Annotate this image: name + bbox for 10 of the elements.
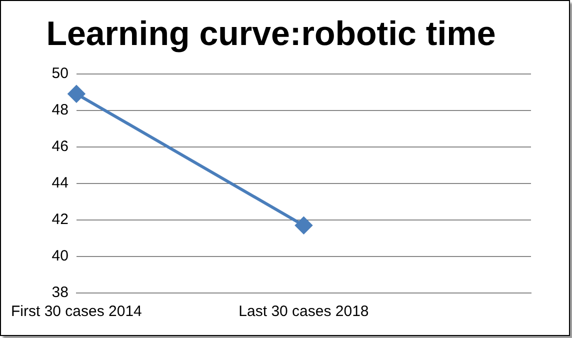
y-tick-label: 38 xyxy=(52,284,68,302)
y-tick-label: 40 xyxy=(52,248,68,265)
y-tick-label: 48 xyxy=(52,101,68,118)
y-tick-label: 44 xyxy=(52,174,68,192)
x-tick-label: Last 30 cases 2018 xyxy=(238,303,369,320)
x-tick-label: First 30 cases 2014 xyxy=(10,303,142,320)
y-tick-label: 46 xyxy=(52,138,68,156)
chart-title: Learning curve:robotic time xyxy=(46,14,496,53)
y-tick-label: 50 xyxy=(52,64,68,82)
y-tick-label: 42 xyxy=(52,211,68,228)
